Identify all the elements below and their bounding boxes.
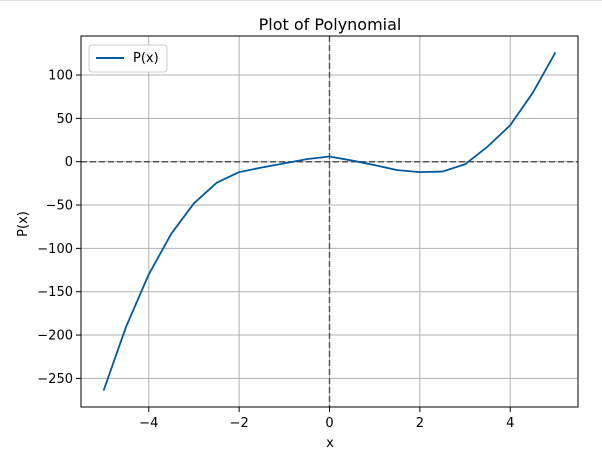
y-tick-label: −50	[46, 199, 73, 214]
y-tick-label: −150	[37, 285, 73, 300]
legend-box	[88, 44, 168, 73]
y-tick-label: −200	[37, 329, 73, 344]
series-layer	[102, 52, 557, 391]
x-tick-label: −4	[139, 416, 158, 431]
x-tick-label: 2	[416, 416, 424, 431]
y-tick-label: 50	[56, 112, 73, 127]
y-ticks: 100 50 0 −50 −100 −150 −200 −250	[37, 69, 81, 387]
x-ticks: −4 −2 0 2 4	[139, 407, 514, 431]
x-tick-label: 4	[506, 416, 514, 431]
y-axis-label: P(x)	[16, 211, 31, 237]
series-line-p-x	[102, 52, 557, 391]
x-tick-label: 0	[325, 416, 333, 431]
top-border	[0, 0, 602, 1]
chart-title: Plot of Polynomial	[259, 15, 402, 34]
y-tick-label: −100	[37, 242, 73, 257]
legend: P(x)	[88, 44, 168, 73]
x-axis-label: x	[326, 436, 334, 451]
y-tick-label: 100	[48, 69, 73, 84]
x-tick-label: −2	[230, 416, 249, 431]
reference-lines	[81, 36, 578, 407]
y-tick-label: 0	[65, 155, 73, 170]
legend-label: P(x)	[133, 51, 159, 66]
y-tick-label: −250	[37, 372, 73, 387]
